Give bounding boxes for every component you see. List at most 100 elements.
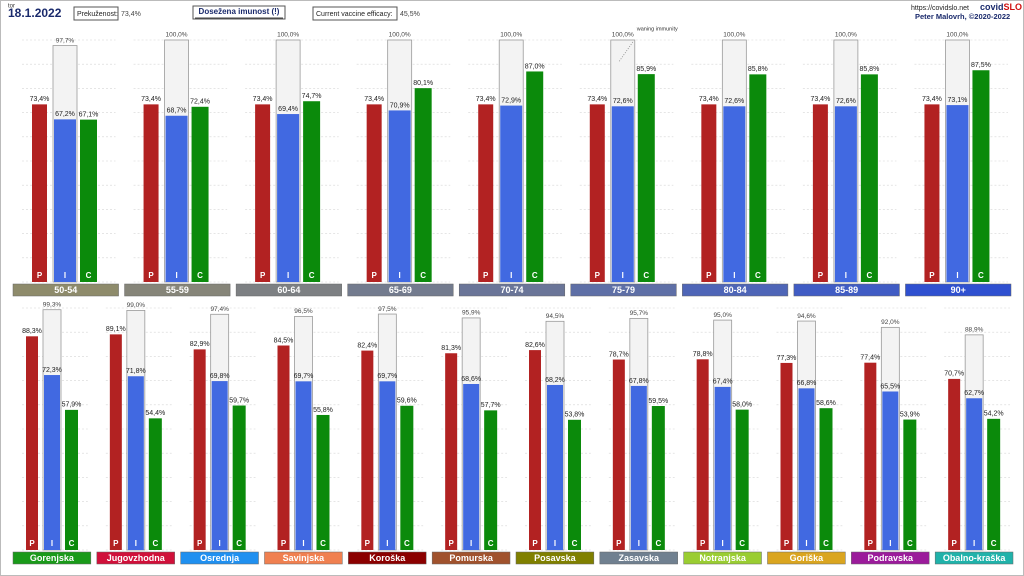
bar	[193, 349, 206, 550]
ceiling-label: 100,0%	[500, 32, 522, 39]
value-label: 67,1%	[79, 111, 99, 118]
bar	[80, 119, 97, 282]
value-label: 72,9%	[501, 97, 521, 104]
bar-letter: P	[706, 271, 712, 280]
ceiling-label: 95,9%	[462, 310, 481, 317]
ceiling-label: 100,0%	[277, 32, 299, 39]
bar-letter: C	[907, 539, 913, 548]
bar	[400, 405, 414, 550]
value-label: 74,7%	[302, 93, 322, 100]
bar	[127, 376, 144, 550]
value-label: 82,4%	[357, 342, 377, 349]
bar-letter: C	[236, 539, 242, 548]
bar-letter: I	[845, 271, 847, 280]
category-box	[515, 551, 595, 565]
bar	[651, 406, 665, 550]
bar	[611, 106, 634, 282]
value-label: 58,0%	[732, 401, 752, 408]
value-label: 72,6%	[724, 98, 744, 105]
bar-letter: I	[889, 539, 891, 548]
bar-letter: P	[532, 539, 538, 548]
prekuzenost-label: Prekuženost:	[77, 11, 118, 18]
bar-letter: C	[823, 539, 829, 548]
value-label: 73,4%	[364, 96, 384, 103]
ceiling-label: 88,9%	[965, 327, 984, 334]
bar-letter: I	[51, 539, 53, 548]
bar-letter: C	[86, 271, 92, 280]
bar-letter: C	[152, 539, 158, 548]
bar-letter: I	[622, 271, 624, 280]
value-label: 73,4%	[141, 96, 161, 103]
category-label: Jugovzhodna	[107, 553, 166, 563]
value-label: 54,4%	[145, 410, 165, 417]
bar	[812, 104, 828, 282]
bar-letter: I	[510, 271, 512, 280]
bar-letter: C	[320, 539, 326, 548]
value-label: 59,5%	[648, 398, 668, 405]
category-label: 85-89	[835, 285, 858, 295]
button-box[interactable]	[192, 5, 286, 20]
value-label: 59,7%	[229, 397, 249, 404]
value-label: 72,4%	[190, 99, 210, 106]
value-label: 82,6%	[525, 342, 545, 349]
ceiling-label: 97,4%	[210, 306, 229, 313]
bar	[109, 334, 122, 550]
bar-letter: P	[818, 271, 824, 280]
ceiling-label: 100,0%	[612, 32, 634, 39]
bar	[478, 104, 494, 282]
bar-letter: P	[929, 271, 935, 280]
ceiling-label: 100,0%	[389, 32, 411, 39]
ceiling-label: 100,0%	[946, 32, 968, 39]
bar-letter: C	[197, 271, 203, 280]
category-label: 70-74	[500, 285, 523, 295]
date: 18.1.2022	[8, 6, 62, 20]
bar-letter: P	[260, 271, 266, 280]
value-label: 77,4%	[860, 355, 880, 362]
bar	[445, 353, 458, 550]
view-button[interactable]: Dosežena imunost (!)	[199, 7, 280, 16]
value-label: 88,3%	[22, 328, 42, 335]
value-label: 73,4%	[253, 96, 273, 103]
bar	[612, 359, 625, 550]
ceiling-label: 99,3%	[43, 301, 62, 308]
category-box	[682, 283, 789, 297]
value-label: 69,7%	[377, 373, 397, 380]
bar-letter: C	[309, 271, 315, 280]
bar	[903, 419, 917, 550]
bar-letter: C	[488, 539, 494, 548]
bar	[165, 115, 188, 282]
brand: covidSLO	[980, 2, 1022, 12]
category-label: 75-79	[612, 285, 635, 295]
bar	[819, 408, 833, 550]
value-label: 59,6%	[397, 398, 417, 405]
category-box	[851, 551, 930, 565]
value-label: 73,4%	[922, 96, 942, 103]
bar	[277, 114, 300, 282]
category-label: Pomurska	[449, 553, 494, 563]
bar	[379, 381, 396, 550]
value-label: 85,9%	[636, 66, 656, 73]
site-url[interactable]: https://covidslo.net	[911, 5, 969, 12]
bar	[834, 106, 857, 282]
category-label: Savinjska	[283, 553, 326, 563]
bar-letter: P	[113, 539, 119, 548]
value-label: 57,7%	[481, 402, 501, 409]
bar	[924, 104, 940, 282]
bar	[484, 410, 498, 550]
category-label: 65-69	[389, 285, 412, 295]
bar-letter: I	[175, 271, 177, 280]
category-box	[264, 551, 343, 565]
bar	[948, 378, 961, 550]
bar	[735, 409, 749, 550]
ceiling-label: 99,0%	[127, 302, 146, 309]
bar-letter: P	[483, 271, 489, 280]
bar-letter: C	[978, 271, 984, 280]
value-label: 68,7%	[167, 108, 187, 115]
value-label: 72,3%	[42, 367, 62, 374]
bar	[946, 105, 969, 283]
value-label: 73,4%	[587, 96, 607, 103]
bar	[26, 336, 38, 550]
bar	[303, 101, 321, 282]
value-label: 73,4%	[699, 96, 719, 103]
